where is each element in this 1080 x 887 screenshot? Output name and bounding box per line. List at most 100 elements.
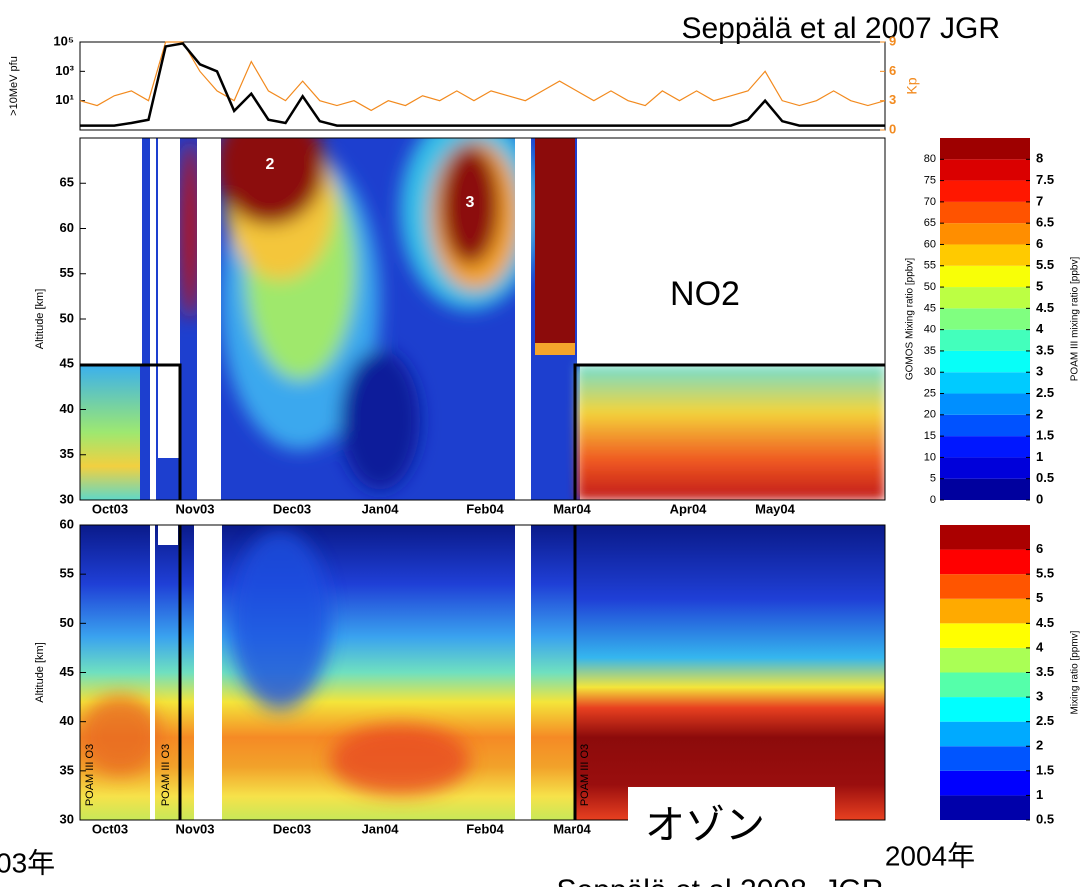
colorbar-bin — [940, 478, 1030, 500]
y2-tick-label: 0 — [889, 121, 896, 136]
colorbar-tick-label: 35 — [924, 345, 936, 357]
colorbar-bin — [940, 672, 1030, 698]
y-tick-label: 60 — [60, 220, 74, 235]
x-tick-label: Jan04 — [362, 821, 400, 836]
series-line — [79, 41, 886, 112]
no2-field — [80, 138, 885, 500]
label-box — [628, 787, 835, 857]
y-axis-label: >10MeV pfu — [8, 56, 20, 116]
y-tick-label: 55 — [60, 566, 74, 581]
colorbar-label: POAM III mixing ratio [ppbv] — [1070, 257, 1080, 382]
x-tick-label: Jan04 — [362, 501, 400, 516]
y-tick-label: 30 — [60, 811, 74, 826]
y-tick-label: 35 — [60, 762, 74, 777]
colorbar-bin — [940, 244, 1030, 266]
x-tick-label: Feb04 — [466, 501, 504, 516]
colorbar-tick-label: 6 — [1036, 236, 1043, 251]
y2-axis-label: Kp — [904, 77, 920, 94]
colorbar-tick-label: 1.5 — [1036, 762, 1054, 777]
colorbar-tick-label: 7 — [1036, 193, 1043, 208]
colorbar-bin — [940, 201, 1030, 224]
colorbar-tick-label: 8 — [1036, 151, 1043, 166]
colorbar-bin — [940, 329, 1030, 351]
colorbar-tick-label: 4 — [1036, 321, 1044, 336]
colorbar-bin — [940, 598, 1030, 624]
colorbar-tick-label: 40 — [924, 324, 936, 336]
colorbar-tick-label: 70 — [924, 196, 936, 208]
colorbar-bin — [940, 623, 1030, 648]
y-tick-label: 40 — [60, 401, 74, 416]
y-tick-label: 65 — [60, 175, 74, 190]
colorbar-tick-label: 6.5 — [1036, 215, 1054, 230]
colorbar-tick-label: 45 — [924, 302, 936, 314]
source-top: Seppälä et al 2007 JGR — [681, 12, 1000, 45]
x-tick-label: Oct03 — [92, 501, 128, 516]
colorbar-bin — [940, 574, 1030, 599]
colorbar-bin — [940, 436, 1030, 458]
x-tick-label: Nov03 — [175, 501, 214, 516]
x-tick-label: Oct03 — [92, 821, 128, 836]
colorbar-tick-label: 0.5 — [1036, 470, 1054, 485]
y-tick-label: 50 — [60, 615, 74, 630]
source-bottom: Seppälä et al 2008, JGR — [557, 874, 884, 887]
colorbar-tick-label: 6 — [1036, 541, 1043, 556]
y-tick-label: 45 — [60, 664, 74, 679]
colorbar-tick-label: 25 — [924, 387, 936, 399]
x-tick-label: Nov03 — [175, 821, 214, 836]
x-tick-label: May04 — [755, 501, 796, 516]
y2-tick-label: 9 — [889, 33, 896, 48]
colorbar-tick-label: 5 — [1036, 278, 1043, 293]
colorbar-tick-label: 3.5 — [1036, 664, 1054, 679]
colorbar-tick-label: 0 — [930, 494, 936, 506]
annotation: NO2 — [670, 275, 740, 313]
colorbar-tick-label: 0 — [1036, 491, 1043, 506]
year-left: 03年 — [0, 847, 55, 878]
y2-tick-label: 3 — [889, 92, 896, 107]
annotation: POAM III O3 — [160, 744, 172, 806]
x-tick-label: Apr04 — [670, 501, 708, 516]
y-tick-label: 55 — [60, 265, 74, 280]
colorbar-tick-label: 60 — [924, 238, 936, 250]
y-tick-label: 10³ — [55, 63, 74, 78]
series-line — [80, 42, 885, 127]
y-tick-label: 50 — [60, 310, 74, 325]
colorbar-tick-label: 2 — [1036, 406, 1043, 421]
colorbar-label: GOMOS Mixing ratio [ppbv] — [905, 258, 916, 380]
annotation: 2 — [266, 156, 275, 173]
colorbar-tick-label: 5.5 — [1036, 566, 1054, 581]
colorbar-tick-label: 5 — [930, 473, 936, 485]
colorbar-tick-label: 30 — [924, 366, 936, 378]
ozone-field — [80, 525, 885, 820]
colorbar-tick-label: 75 — [924, 174, 936, 186]
frame — [79, 41, 886, 131]
colorbar-bin — [940, 795, 1030, 820]
colorbar-bin — [940, 372, 1030, 394]
colorbar-bin — [940, 697, 1030, 722]
x-tick-label: Mar04 — [553, 501, 591, 516]
y-tick-label: 35 — [60, 446, 74, 461]
y-tick-label: 40 — [60, 713, 74, 728]
colorbar-bin — [940, 746, 1030, 771]
y-tick-label: 10¹ — [55, 92, 74, 107]
colorbar-tick-label: 1 — [1036, 787, 1043, 802]
colorbar-tick-label: 7.5 — [1036, 172, 1054, 187]
y-tick-label: 10⁵ — [53, 33, 74, 48]
colorbar-bin — [940, 721, 1030, 747]
colorbar-tick-label: 3 — [1036, 364, 1043, 379]
colorbar-tick-label: 20 — [924, 409, 936, 421]
colorbar-tick-label: 80 — [924, 153, 936, 165]
x-tick-label: Dec03 — [273, 821, 311, 836]
colorbar-bin — [940, 350, 1030, 373]
x-tick-label: Feb04 — [466, 821, 504, 836]
colorbar-tick-label: 3 — [1036, 689, 1043, 704]
colorbar-bin — [940, 647, 1030, 673]
colorbar-tick-label: 4 — [1036, 639, 1044, 654]
x-tick-label: Mar04 — [553, 821, 591, 836]
annotation: オゾン — [645, 804, 765, 848]
colorbar-tick-label: 2.5 — [1036, 713, 1054, 728]
y-tick-label: 45 — [60, 356, 74, 371]
colorbar-bin — [940, 138, 1030, 160]
colorbar-tick-label: 65 — [924, 217, 936, 229]
colorbar-tick-label: 1 — [1036, 449, 1043, 464]
